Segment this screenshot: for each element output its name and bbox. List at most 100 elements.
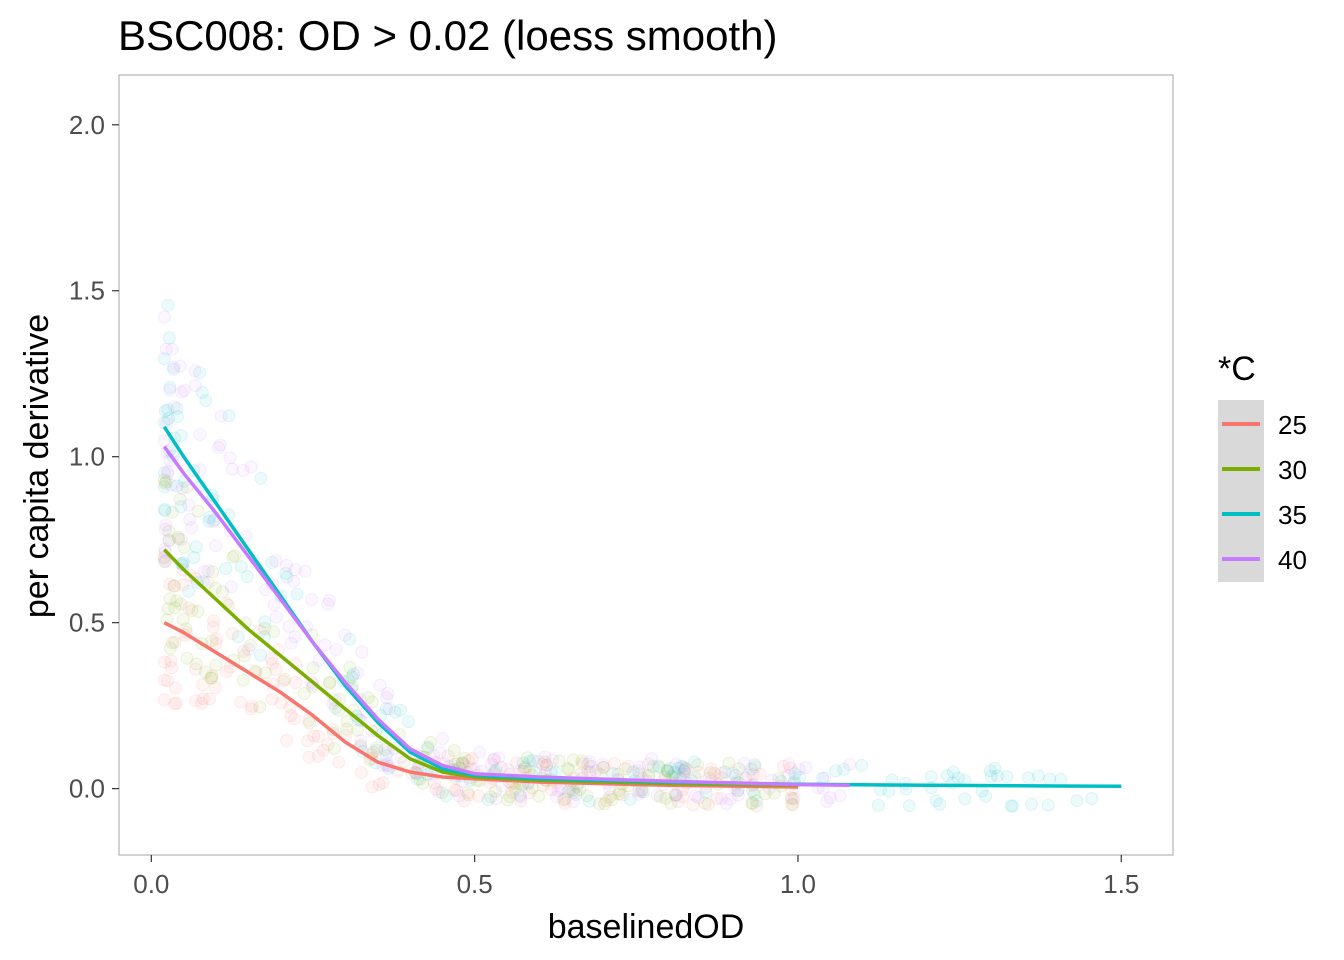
scatter-point bbox=[174, 532, 188, 546]
scatter-point bbox=[618, 762, 632, 776]
scatter-point bbox=[340, 722, 354, 736]
scatter-point bbox=[225, 627, 239, 640]
scatter-point bbox=[781, 769, 795, 782]
scatter-point bbox=[538, 750, 552, 764]
scatter-point bbox=[298, 564, 312, 578]
scatter-point bbox=[379, 702, 393, 716]
scatter-point bbox=[161, 298, 175, 312]
scatter-point bbox=[191, 504, 205, 518]
scatter-point bbox=[161, 674, 174, 688]
scatter-point bbox=[540, 758, 554, 772]
scatter-point bbox=[182, 601, 196, 615]
scatter-point bbox=[365, 695, 379, 709]
scatter-point bbox=[287, 575, 301, 588]
scatter-point bbox=[843, 758, 857, 771]
x-axis-title: baselinedOD bbox=[548, 908, 745, 946]
scatter-point bbox=[288, 630, 302, 644]
scatter-point bbox=[677, 763, 691, 777]
scatter-point bbox=[435, 786, 449, 800]
scatter-point bbox=[185, 521, 199, 535]
scatter-point bbox=[668, 788, 682, 802]
scatter-point bbox=[159, 342, 173, 356]
scatter-point bbox=[776, 759, 790, 773]
scatter-point bbox=[481, 793, 495, 807]
scatter-point bbox=[538, 755, 552, 769]
scatter-point bbox=[678, 764, 692, 778]
scatter-point bbox=[174, 500, 188, 514]
scatter-point bbox=[157, 434, 171, 448]
scatter-point bbox=[161, 403, 175, 417]
scatter-point bbox=[741, 768, 755, 782]
scatter-point bbox=[209, 539, 223, 553]
scatter-point bbox=[265, 692, 279, 706]
scatter-point bbox=[833, 789, 847, 803]
scatter-point bbox=[199, 394, 213, 407]
scatter-point bbox=[488, 784, 502, 798]
scatter-point bbox=[1025, 797, 1038, 811]
scatter-point bbox=[165, 661, 178, 675]
scatter-point bbox=[354, 734, 368, 748]
scatter-point bbox=[158, 476, 172, 490]
scatter-point bbox=[158, 522, 172, 536]
x-tick-label: 0.0 bbox=[133, 869, 169, 899]
scatter-point bbox=[159, 518, 173, 532]
scatter-point bbox=[176, 578, 190, 592]
scatter-point bbox=[167, 360, 180, 374]
scatter-point bbox=[940, 769, 954, 783]
scatter-point bbox=[201, 576, 215, 590]
scatter-point bbox=[205, 669, 219, 683]
scatter-point bbox=[343, 661, 357, 674]
scatter-point bbox=[162, 412, 175, 425]
scatter-point bbox=[163, 592, 177, 606]
y-axis: 0.0 0.5 1.0 1.5 2.0 bbox=[69, 110, 119, 804]
scatter-point bbox=[157, 673, 171, 687]
scatter-point bbox=[370, 741, 384, 755]
scatter-point bbox=[297, 687, 311, 700]
scatter-point bbox=[521, 751, 534, 765]
scatter-point bbox=[583, 755, 597, 769]
smooth-line-40 bbox=[162, 445, 850, 788]
scatter-point bbox=[195, 385, 209, 399]
legend-label-30: 30 bbox=[1278, 455, 1307, 485]
scatter-point bbox=[167, 400, 181, 414]
scatter-point bbox=[484, 757, 498, 771]
scatter-point bbox=[226, 550, 240, 564]
scatter-point bbox=[546, 753, 559, 767]
scatter-point bbox=[214, 409, 228, 423]
scatter-point bbox=[715, 792, 728, 805]
scatter-point bbox=[782, 757, 796, 771]
scatter-point bbox=[1085, 792, 1099, 805]
scatter-point bbox=[288, 712, 302, 726]
scatter-point bbox=[501, 793, 515, 807]
scatter-point bbox=[269, 663, 283, 676]
scatter-point bbox=[785, 792, 799, 806]
scatter-point bbox=[176, 613, 190, 626]
scatter-point bbox=[201, 564, 215, 578]
y-tick-label: 1.5 bbox=[69, 276, 105, 306]
scatter-point bbox=[669, 757, 683, 771]
scatter-point bbox=[158, 655, 172, 669]
scatter-point bbox=[269, 610, 283, 624]
scatter-point bbox=[197, 565, 211, 578]
scatter-point bbox=[312, 749, 325, 763]
chart-title: BSC008: OD > 0.02 (loess smooth) bbox=[118, 12, 777, 59]
scatter-point bbox=[278, 672, 292, 686]
scatter-point bbox=[388, 705, 402, 719]
scatter-point bbox=[436, 732, 449, 746]
scatter-point bbox=[508, 782, 522, 796]
scatter-point bbox=[280, 559, 294, 572]
scatter-point bbox=[318, 638, 332, 652]
scatter-point bbox=[539, 758, 553, 772]
scatter-point bbox=[748, 760, 762, 774]
legend-label-40: 40 bbox=[1278, 545, 1307, 575]
scatter-point bbox=[710, 792, 724, 805]
scatter-point bbox=[1054, 772, 1068, 786]
scatter-point bbox=[305, 593, 319, 606]
scatter-point bbox=[158, 502, 172, 516]
scatter-point bbox=[448, 783, 462, 797]
scatter-point bbox=[306, 661, 320, 675]
scatter-point bbox=[381, 745, 395, 759]
scatter-point bbox=[274, 696, 288, 710]
scatter-point bbox=[347, 667, 361, 681]
scatter-point bbox=[416, 776, 430, 790]
